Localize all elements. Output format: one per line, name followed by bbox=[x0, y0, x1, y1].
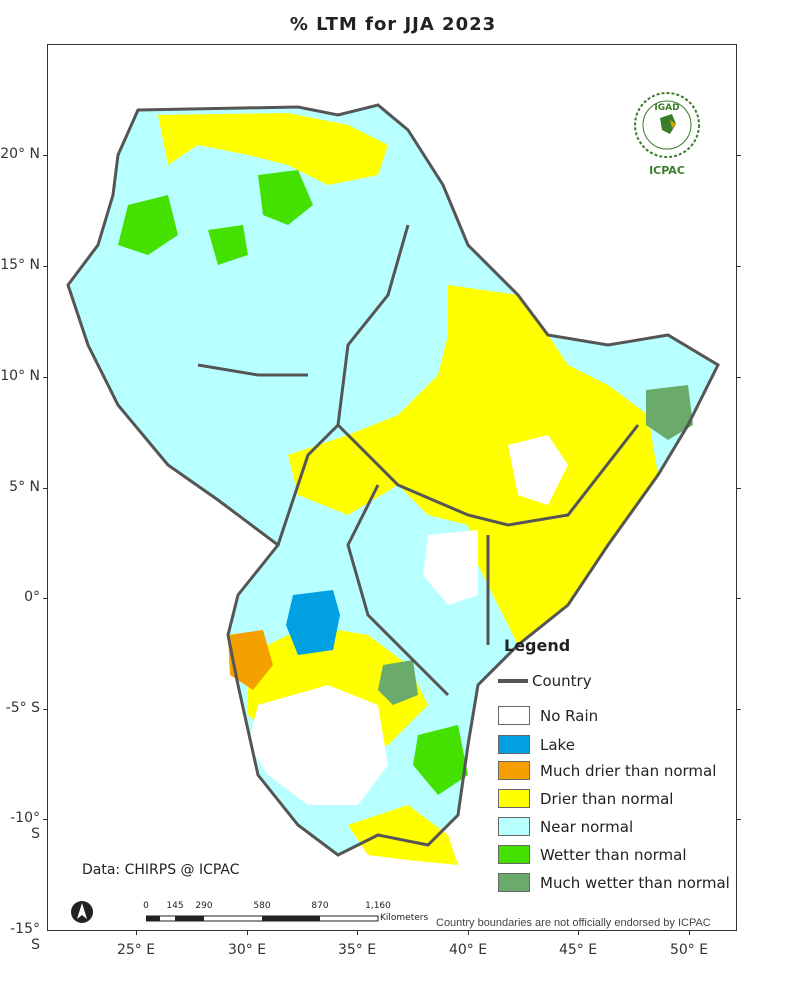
region-much-wetter-1 bbox=[646, 385, 693, 440]
y-tick bbox=[43, 598, 47, 599]
region-wetter-2 bbox=[258, 170, 313, 225]
legend-label: Country bbox=[532, 672, 592, 690]
y-axis-label: 0° bbox=[24, 589, 40, 605]
y-tick bbox=[43, 709, 47, 710]
x-tick bbox=[468, 931, 469, 935]
legend-item: Near normal bbox=[498, 817, 633, 836]
y-tick bbox=[737, 266, 741, 267]
scale-tick-label: 870 bbox=[311, 901, 329, 911]
scale-tick-label: 0 bbox=[143, 901, 149, 911]
region-no-rain-et bbox=[508, 435, 568, 505]
region-wetter-4 bbox=[413, 725, 468, 795]
scale-tick-label: 1,160 bbox=[365, 901, 391, 911]
region-wetter-1 bbox=[118, 195, 178, 255]
legend-item: Wetter than normal bbox=[498, 845, 687, 864]
scale-bar-graphic bbox=[145, 915, 379, 922]
region-drier-north bbox=[158, 113, 388, 185]
y-tick bbox=[43, 155, 47, 156]
legend-swatch bbox=[498, 789, 530, 808]
scale-tick-label: 580 bbox=[253, 901, 271, 911]
x-axis-label: 25° E bbox=[116, 942, 156, 958]
legend-label: Near normal bbox=[540, 817, 634, 836]
y-tick bbox=[737, 709, 741, 710]
legend-item: Much drier than normal bbox=[498, 761, 716, 780]
igad-icpac-logo: IGAD ICPAC bbox=[630, 90, 704, 177]
region-no-rain-tz bbox=[248, 685, 388, 805]
y-tick bbox=[43, 266, 47, 267]
legend-item-country: Country bbox=[498, 672, 592, 690]
logo-top-text: IGAD bbox=[654, 103, 679, 113]
country-boundaries bbox=[66, 103, 720, 857]
y-tick bbox=[737, 819, 741, 820]
region-drier-southeast bbox=[348, 805, 458, 865]
scale-bar: 0 145 290 580 870 1,160 Kilometers bbox=[143, 901, 436, 932]
region-much-drier bbox=[228, 630, 273, 690]
legend-label: Drier than normal bbox=[540, 789, 674, 808]
x-tick bbox=[578, 931, 579, 935]
x-tick bbox=[689, 931, 690, 935]
logo-bottom-text: ICPAC bbox=[649, 164, 685, 177]
x-tick bbox=[247, 931, 248, 935]
y-tick bbox=[43, 377, 47, 378]
y-axis-label: 15° N bbox=[0, 257, 40, 273]
country-line-swatch bbox=[498, 679, 528, 683]
scale-tick-label: 145 bbox=[166, 901, 184, 911]
legend-title: Legend bbox=[504, 636, 571, 655]
data-credit: Data: CHIRPS @ ICPAC bbox=[82, 862, 240, 878]
region-no-rain-ke bbox=[423, 530, 478, 605]
legend-item: No Rain bbox=[498, 706, 598, 725]
scale-unit: Kilometers bbox=[380, 913, 429, 923]
y-tick bbox=[737, 377, 741, 378]
legend-label: Lake bbox=[540, 735, 575, 754]
y-tick bbox=[737, 488, 741, 489]
legend-swatch bbox=[498, 706, 530, 725]
x-tick bbox=[136, 931, 137, 935]
logo-emblem-icon: IGAD bbox=[634, 92, 700, 158]
legend-swatch bbox=[498, 735, 530, 754]
legend-swatch bbox=[498, 761, 530, 780]
region-drier-than-normal bbox=[288, 285, 658, 645]
legend-item: Drier than normal bbox=[498, 789, 673, 808]
y-axis-label: 5° N bbox=[9, 479, 40, 495]
x-axis-label: 35° E bbox=[337, 942, 377, 958]
region-much-wetter-2 bbox=[378, 660, 418, 705]
y-tick bbox=[43, 819, 47, 820]
legend-label: Wetter than normal bbox=[540, 845, 687, 864]
north-arrow-icon bbox=[70, 900, 94, 928]
x-axis-label: 40° E bbox=[448, 942, 488, 958]
disclaimer: Country boundaries are not officially en… bbox=[436, 917, 711, 929]
legend-swatch bbox=[498, 845, 530, 864]
legend-label: Much drier than normal bbox=[540, 761, 717, 780]
legend-swatch bbox=[498, 873, 530, 892]
y-tick bbox=[737, 155, 741, 156]
map-frame bbox=[47, 44, 737, 931]
region-lake bbox=[286, 590, 340, 655]
legend-swatch bbox=[498, 817, 530, 836]
legend-label: Much wetter than normal bbox=[540, 873, 730, 892]
x-tick bbox=[357, 931, 358, 935]
y-axis-label: -10° S bbox=[10, 810, 40, 842]
legend-label: No Rain bbox=[540, 706, 599, 725]
legend-item: Much wetter than normal bbox=[498, 873, 730, 892]
x-axis-label: 30° E bbox=[227, 942, 267, 958]
y-axis-label: 20° N bbox=[0, 146, 40, 162]
y-axis-label: 10° N bbox=[0, 368, 40, 384]
y-axis-label: -15° S bbox=[10, 921, 40, 953]
map-title: % LTM for JJA 2023 bbox=[289, 14, 497, 35]
x-axis-label: 50° E bbox=[669, 942, 709, 958]
legend-item: Lake bbox=[498, 735, 575, 754]
y-tick bbox=[737, 598, 741, 599]
y-tick bbox=[43, 488, 47, 489]
scale-tick-label: 290 bbox=[195, 901, 213, 911]
y-axis-label: -5° S bbox=[5, 700, 40, 716]
region-wetter-3 bbox=[208, 225, 248, 265]
map-canvas bbox=[66, 103, 720, 865]
x-axis-label: 45° E bbox=[558, 942, 598, 958]
